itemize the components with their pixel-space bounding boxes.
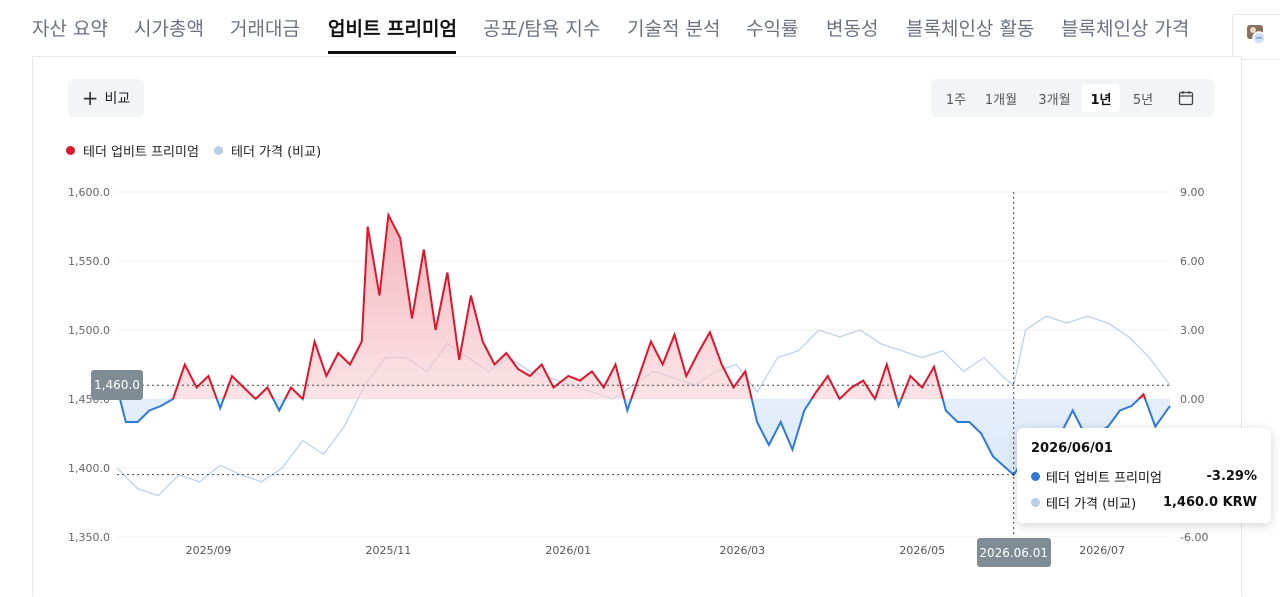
crosshair-x-label: 2026.06.01 (976, 538, 1051, 567)
tooltip-row-premium: 테더 업비트 프리미엄 -3.29% (1031, 467, 1257, 486)
right-tick-label: 3.00 (1180, 324, 1205, 337)
tab-onchain-price[interactable]: 블록체인상 가격 (1061, 18, 1190, 40)
legend-item-price[interactable]: 테더 가격 (비교) (214, 141, 321, 160)
legend-dot-premium (66, 146, 75, 155)
x-axis: 2025/09 2025/11 2026/01 2026/03 2026/05 2026/… (186, 544, 1125, 557)
tooltip-premium-label: 테더 업비트 프리미엄 (1046, 471, 1162, 486)
series-line-premium-negative (118, 399, 1171, 477)
premium-fill-positive (117, 215, 1170, 399)
left-tick-label: 1,400.0 (68, 462, 110, 475)
x-tick-label: 2026/05 (899, 544, 945, 557)
premium-chart[interactable]: 1,600.01,550.01,500.01,450.01,400.01,350… (0, 0, 1280, 578)
range-1m[interactable]: 1개월 (984, 92, 1018, 108)
left-tick-label: 1,550.0 (68, 255, 110, 268)
tooltip-price-label: 테더 가격 (비교) (1046, 497, 1137, 512)
x-tick-label: 2025/09 (186, 544, 232, 557)
right-tick-label: 0.00 (1180, 393, 1205, 406)
legend-label-price: 테더 가격 (비교) (231, 145, 322, 160)
x-tick-label: 2026/07 (1079, 544, 1125, 557)
range-3m[interactable]: 3개월 (1038, 92, 1071, 108)
tooltip-date: 2026/06/01 (1031, 441, 1113, 456)
left-tick-label: 1,350.0 (68, 531, 110, 544)
left-tick-label: 1,500.0 (68, 324, 110, 337)
x-tick-label: 2026/03 (719, 544, 765, 557)
left-tick-label: 1,600.0 (68, 186, 110, 199)
tab-technical-analysis[interactable]: 기술적 분석 (627, 18, 721, 40)
range-selector: 1주 1개월 3개월 1년 5년 (931, 79, 1214, 117)
tab-fear-greed[interactable]: 공포/탐욕 지수 (483, 18, 601, 40)
tab-trading-volume[interactable]: 거래대금 (230, 18, 300, 40)
series-line-premium-positive (116, 211, 1147, 399)
right-tick-label: 9.00 (1180, 186, 1205, 199)
profile-button[interactable] (1232, 14, 1280, 60)
tab-bar: 자산 요약 시가총액 거래대금 업비트 프리미엄 공포/탐욕 지수 기술적 분석… (0, 0, 1230, 56)
tab-upbit-premium[interactable]: 업비트 프리미엄 (328, 18, 457, 40)
legend-item-premium[interactable]: 테더 업비트 프리미엄 (66, 141, 199, 160)
x-tick-label: 2026/01 (545, 544, 591, 557)
active-tab-underline (328, 51, 456, 54)
compare-button[interactable]: + 비교 (68, 79, 144, 117)
tab-returns[interactable]: 수익률 (746, 18, 799, 40)
legend-dot-price (214, 146, 223, 155)
tooltip-row-price: 테더 가격 (비교) 1,460.0 KRW (1031, 493, 1257, 512)
left-axis: 1,600.01,550.01,500.01,450.01,400.01,350… (68, 186, 110, 544)
calendar-button[interactable] (1172, 84, 1200, 112)
crosshair-y-label: 1,460.0 (91, 370, 143, 401)
x-tick-label: 2025/11 (366, 544, 412, 557)
avatar-icon (1247, 25, 1266, 45)
tooltip-premium-value: -3.29% (1206, 469, 1258, 484)
right-tick-label: -6.00 (1180, 531, 1208, 544)
range-1y[interactable]: 1년 (1082, 84, 1120, 112)
chart-tooltip: 2026/06/01 테더 업비트 프리미엄 -3.29% 테더 가격 (비교)… (1017, 428, 1271, 523)
tooltip-dot-premium (1031, 472, 1040, 481)
plus-icon: + (81, 86, 99, 110)
range-5y[interactable]: 5년 (1132, 92, 1154, 108)
tab-asset-summary[interactable]: 자산 요약 (32, 18, 108, 40)
range-1w[interactable]: 1주 (945, 92, 967, 108)
compare-label: 비교 (104, 91, 131, 107)
right-tick-label: 6.00 (1180, 255, 1205, 268)
tab-onchain-activity[interactable]: 블록체인상 활동 (906, 18, 1035, 40)
legend-label-premium: 테더 업비트 프리미엄 (83, 145, 199, 160)
tooltip-price-value: 1,460.0 KRW (1162, 495, 1257, 510)
tooltip-dot-price (1031, 498, 1040, 507)
calendar-icon (1178, 91, 1194, 106)
tab-volatility[interactable]: 변동성 (826, 18, 879, 40)
tab-market-cap[interactable]: 시가총액 (134, 18, 204, 40)
premium-fill-negative (117, 399, 1170, 475)
